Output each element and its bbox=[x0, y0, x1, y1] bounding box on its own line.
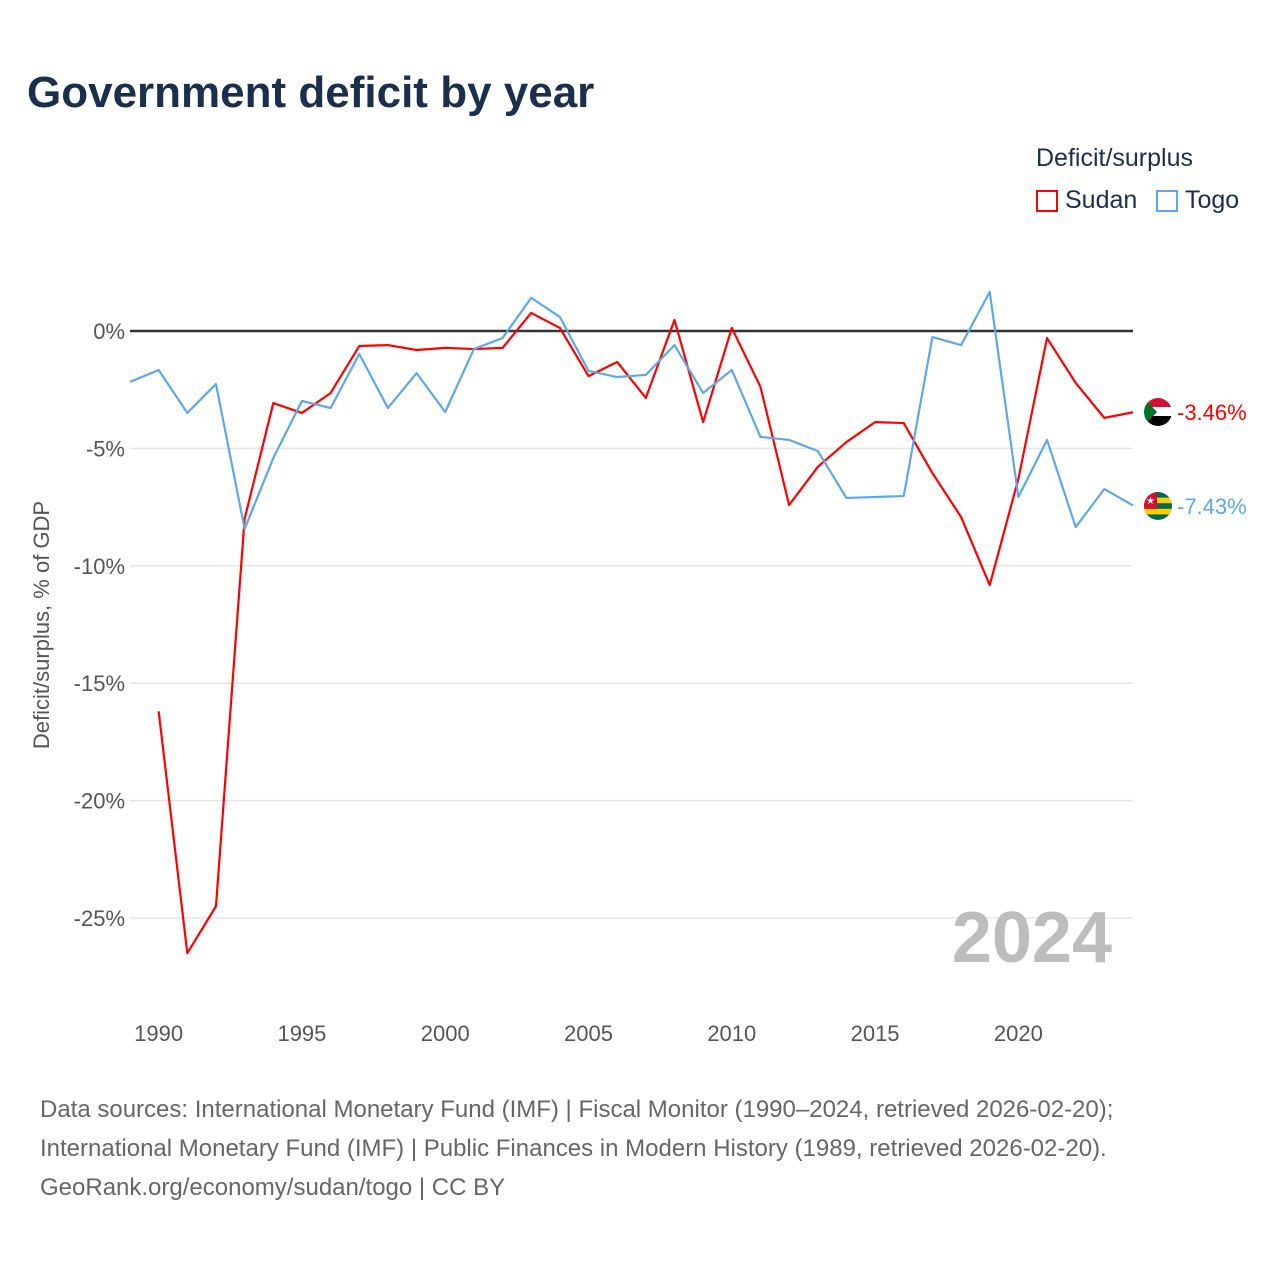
x-tick-label: 2005 bbox=[564, 1021, 613, 1046]
y-tick-label: -20% bbox=[74, 789, 125, 814]
x-tick-label: 2020 bbox=[994, 1021, 1043, 1046]
togo-end-label: -7.43% bbox=[1177, 494, 1247, 519]
sudan-flag-icon bbox=[1144, 398, 1172, 426]
x-tick-label: 2000 bbox=[421, 1021, 470, 1046]
series-line-togo bbox=[129, 290, 1134, 531]
y-tick-label: -15% bbox=[74, 671, 125, 696]
source-line-2: International Monetary Fund (IMF) | Publ… bbox=[40, 1135, 1107, 1162]
source-line-1: Data sources: International Monetary Fun… bbox=[40, 1096, 1114, 1123]
y-tick-label: -10% bbox=[74, 554, 125, 579]
year-watermark: 2024 bbox=[952, 898, 1112, 978]
source-note: Data sources: International Monetary Fun… bbox=[40, 1090, 1113, 1207]
y-tick-label: -25% bbox=[74, 906, 125, 931]
y-tick-label: -5% bbox=[86, 436, 125, 461]
x-tick-label: 1990 bbox=[134, 1021, 183, 1046]
y-tick-label: 0% bbox=[93, 319, 125, 344]
togo-flag-icon: ★ bbox=[1144, 492, 1172, 520]
svg-text:★: ★ bbox=[1146, 496, 1155, 507]
legend-swatch-sudan bbox=[1036, 189, 1058, 212]
legend-label-togo: Togo bbox=[1185, 186, 1240, 214]
legend-item-sudan[interactable]: Sudan bbox=[1036, 186, 1137, 215]
legend-item-togo[interactable]: Togo bbox=[1156, 186, 1239, 215]
legend-title: Deficit/surplus bbox=[1036, 144, 1193, 172]
x-tick-label: 2015 bbox=[851, 1021, 900, 1046]
x-tick-label: 2010 bbox=[707, 1021, 756, 1046]
series-line-sudan bbox=[157, 311, 1134, 955]
legend-swatch-togo bbox=[1156, 189, 1178, 212]
x-tick-label: 1995 bbox=[277, 1021, 326, 1046]
legend-label-sudan: Sudan bbox=[1065, 186, 1138, 214]
chart-title: Government deficit by year bbox=[27, 68, 595, 117]
sudan-end-label: -3.46% bbox=[1177, 400, 1247, 425]
source-line-3[interactable]: GeoRank.org/economy/sudan/togo | CC BY bbox=[40, 1174, 506, 1201]
